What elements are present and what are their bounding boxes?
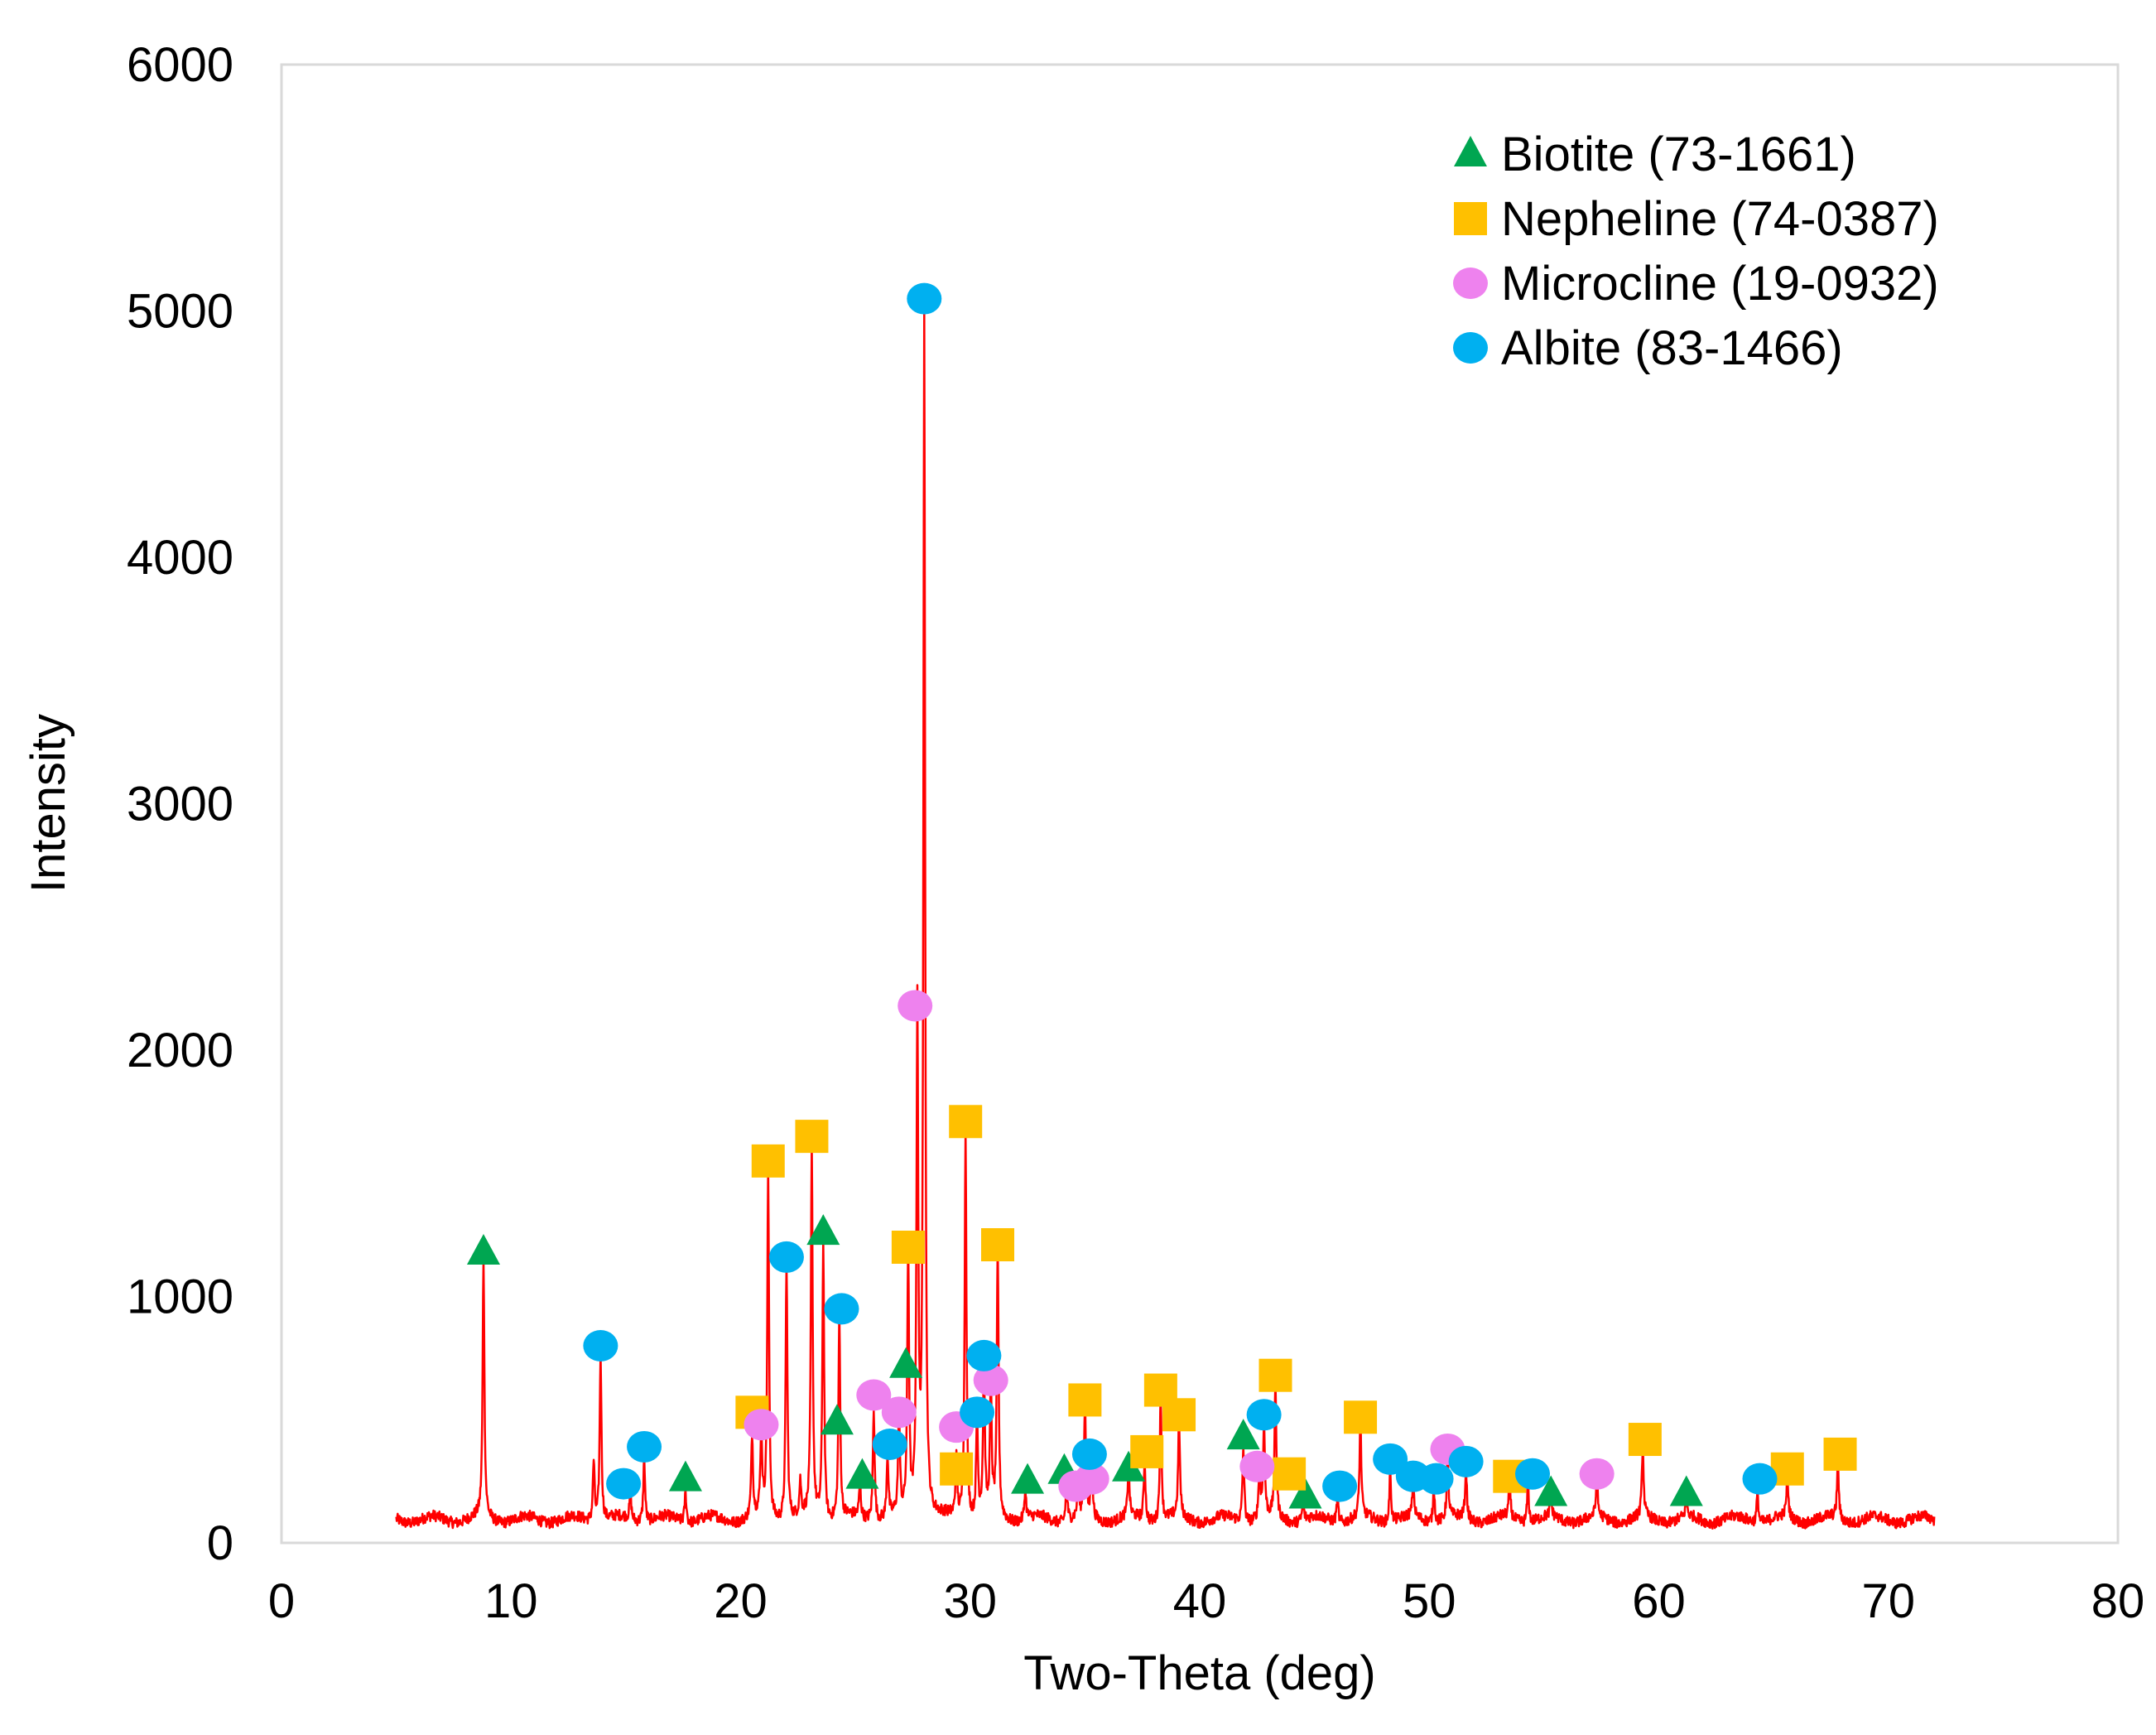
y-tick-label: 6000 <box>127 38 233 92</box>
phase-markers <box>466 282 1857 1509</box>
legend-biotite-marker <box>1454 136 1487 166</box>
y-tick-label: 5000 <box>127 285 233 339</box>
albite-marker <box>1418 1463 1454 1495</box>
albite-marker <box>1071 1438 1107 1470</box>
legend-item-nepheline: Nepheline (74-0387) <box>1454 192 1939 246</box>
legend-item-microcline: Microcline (19-0932) <box>1453 257 1939 311</box>
albite-marker <box>960 1396 995 1429</box>
biotite-marker <box>1534 1475 1568 1506</box>
nepheline-marker <box>981 1228 1015 1262</box>
x-tick-label: 70 <box>1861 1574 1915 1628</box>
nepheline-marker <box>751 1144 785 1178</box>
y-tick-label: 4000 <box>127 531 233 585</box>
biotite-marker <box>845 1458 879 1489</box>
legend-item-biotite: Biotite (73-1661) <box>1454 128 1856 181</box>
nepheline-marker <box>1273 1457 1307 1491</box>
plot-area-border <box>280 63 2120 1545</box>
albite-marker <box>583 1330 618 1361</box>
x-axis-title: Two-Theta (deg) <box>1023 1646 1376 1700</box>
nepheline-marker <box>1068 1383 1102 1417</box>
x-tick-label: 60 <box>1632 1574 1686 1628</box>
biotite-marker <box>1112 1450 1146 1482</box>
x-tick-label: 80 <box>2091 1574 2145 1628</box>
albite-marker <box>824 1293 859 1325</box>
biotite-marker <box>806 1214 840 1246</box>
legend-microcline-marker <box>1453 267 1488 299</box>
albite-marker <box>1322 1470 1358 1502</box>
albite-marker <box>1246 1399 1282 1431</box>
albite-marker <box>907 282 942 315</box>
x-tick-label: 0 <box>268 1574 295 1628</box>
microcline-marker <box>898 990 933 1022</box>
albite-marker <box>1448 1445 1484 1477</box>
nepheline-marker <box>1258 1358 1292 1392</box>
legend-albite-marker <box>1453 332 1488 364</box>
y-axis-title: Intensity <box>22 714 75 893</box>
y-tick-labels: 0 1000 2000 3000 4000 5000 6000 <box>127 38 233 1570</box>
nepheline-marker <box>891 1231 925 1264</box>
biotite-marker <box>466 1233 500 1265</box>
albite-marker <box>1373 1443 1408 1475</box>
nepheline-marker <box>1344 1400 1378 1434</box>
albite-marker <box>966 1339 1002 1371</box>
legend-item-albite: Albite (83-1466) <box>1453 321 1843 375</box>
x-tick-label: 20 <box>714 1574 768 1628</box>
microcline-marker <box>973 1364 1008 1396</box>
legend-nepheline-label: Nepheline (74-0387) <box>1501 192 1939 246</box>
nepheline-marker <box>1162 1398 1196 1432</box>
legend-microcline-label: Microcline (19-0932) <box>1501 257 1939 311</box>
x-tick-label: 50 <box>1403 1574 1456 1628</box>
biotite-marker <box>1226 1419 1260 1450</box>
albite-marker <box>627 1430 662 1463</box>
biotite-marker <box>1288 1477 1322 1509</box>
biotite-marker <box>1669 1475 1703 1506</box>
biotite-marker <box>668 1460 702 1492</box>
y-tick-label: 0 <box>207 1516 233 1570</box>
nepheline-marker <box>1628 1423 1662 1457</box>
albite-marker <box>768 1241 804 1273</box>
x-tick-label: 40 <box>1173 1574 1227 1628</box>
albite-marker <box>872 1429 907 1460</box>
x-tick-label: 30 <box>943 1574 997 1628</box>
legend-nepheline-marker <box>1454 202 1487 235</box>
nepheline-marker <box>949 1105 983 1139</box>
x-tick-labels: 0 10 20 30 40 50 60 70 80 <box>268 1574 2144 1628</box>
microcline-marker <box>1579 1458 1615 1490</box>
nepheline-marker <box>1130 1434 1164 1468</box>
legend-biotite-label: Biotite (73-1661) <box>1501 128 1856 181</box>
biotite-marker <box>889 1347 923 1378</box>
microcline-marker <box>881 1396 917 1429</box>
x-tick-label: 10 <box>484 1574 538 1628</box>
microcline-marker <box>1239 1450 1275 1482</box>
albite-marker <box>606 1468 642 1500</box>
microcline-marker <box>1074 1463 1109 1495</box>
nepheline-marker <box>940 1452 974 1486</box>
legend: Biotite (73-1661) Nepheline (74-0387) Micr… <box>1453 128 1939 375</box>
y-tick-label: 2000 <box>127 1024 233 1077</box>
y-tick-label: 3000 <box>127 778 233 831</box>
biotite-marker <box>820 1404 854 1435</box>
albite-marker <box>1515 1458 1551 1490</box>
legend-albite-label: Albite (83-1466) <box>1501 321 1843 375</box>
biotite-marker <box>1011 1463 1045 1494</box>
albite-marker <box>1742 1463 1778 1495</box>
microcline-marker <box>856 1379 892 1411</box>
diffraction-pattern-line <box>395 305 1936 1530</box>
nepheline-marker <box>795 1120 829 1154</box>
microcline-marker <box>744 1409 779 1441</box>
nepheline-marker <box>1823 1437 1857 1471</box>
y-tick-label: 1000 <box>127 1270 233 1324</box>
